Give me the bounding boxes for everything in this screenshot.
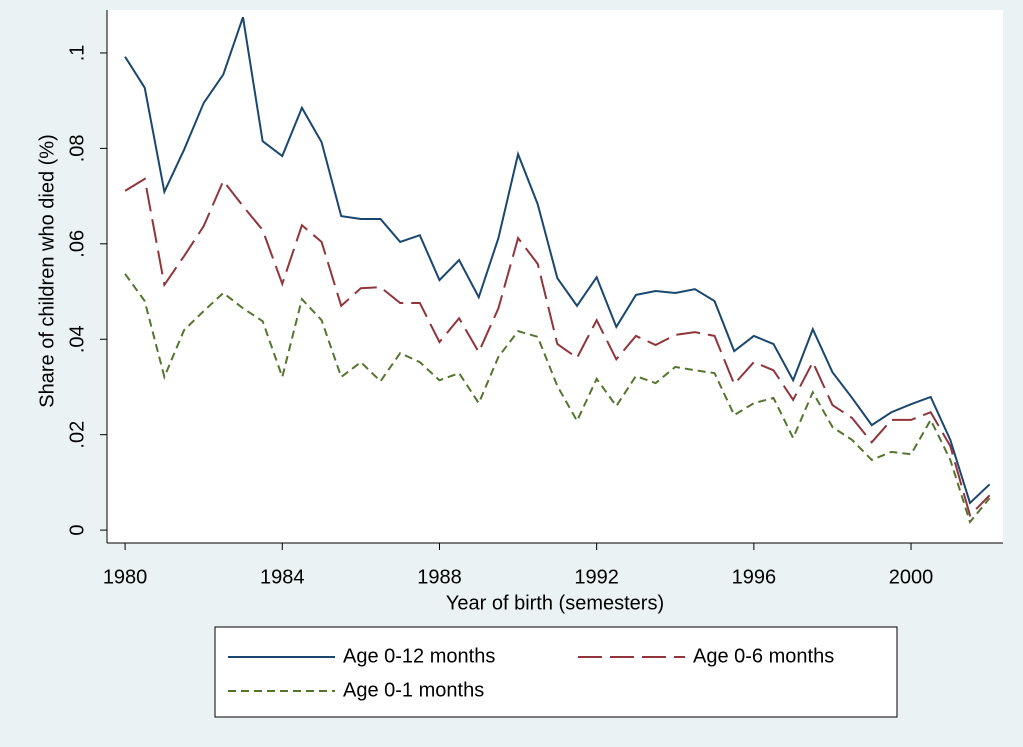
x-tick-label: 1984	[260, 566, 305, 588]
y-axis-title: Share of children who died (%)	[36, 134, 58, 407]
series-line	[124, 16, 991, 505]
plot-area	[107, 10, 1003, 543]
legend-label: Age 0-1 months	[343, 679, 484, 701]
x-tick-label: 1988	[417, 566, 462, 588]
series-line	[124, 177, 991, 518]
x-tick-label: 1992	[574, 566, 619, 588]
x-tick-label: 1980	[103, 566, 148, 588]
legend-label: Age 0-6 months	[693, 645, 834, 667]
y-tick-label: .02	[66, 421, 88, 449]
y-tick-label: .06	[66, 230, 88, 258]
x-tick-label: 2000	[889, 566, 934, 588]
y-tick-label: .08	[66, 134, 88, 162]
x-axis-title: Year of birth (semesters)	[446, 592, 664, 614]
y-tick-label: .1	[66, 45, 88, 62]
y-tick-label: 0	[66, 525, 88, 536]
legend-label: Age 0-12 months	[343, 645, 495, 667]
y-tick-label: .04	[66, 325, 88, 353]
x-tick-label: 1996	[732, 566, 777, 588]
legend	[214, 626, 898, 718]
